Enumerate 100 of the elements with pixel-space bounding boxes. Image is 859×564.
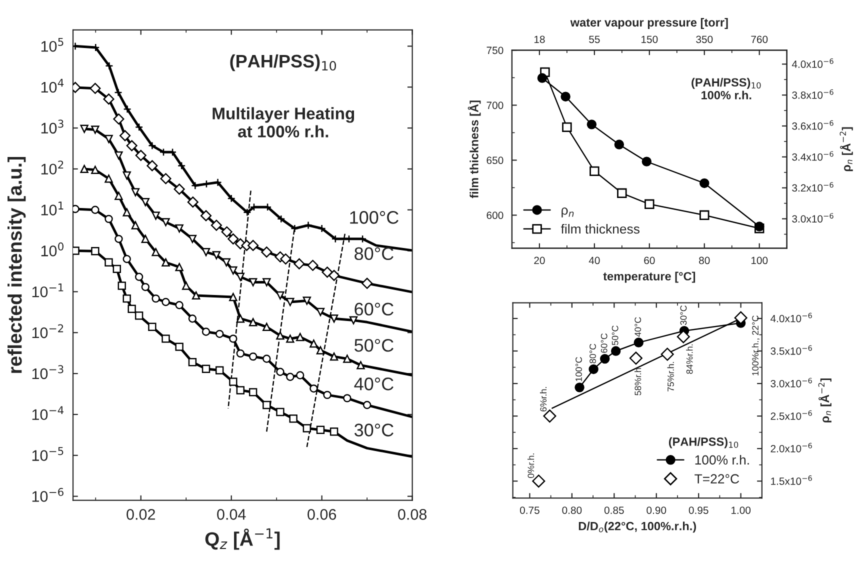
point <box>80 124 88 133</box>
annotation: 84%r.h. <box>686 344 693 374</box>
y2-tick-label: 3.0x10$^{−6}$ <box>792 213 834 223</box>
point <box>202 328 210 336</box>
point <box>104 134 113 144</box>
point <box>328 270 340 281</box>
annotation: 30°C <box>680 305 687 325</box>
x-tick-label: 40 <box>588 256 600 264</box>
text: 350 <box>696 36 713 44</box>
point <box>614 140 624 150</box>
point <box>200 210 212 222</box>
point <box>114 88 122 97</box>
y-tick-label: 3.0x10$^{−6}$ <box>770 378 812 388</box>
point <box>243 208 252 216</box>
point <box>349 316 358 324</box>
point <box>644 199 654 210</box>
point <box>236 386 245 394</box>
y-axis-title: reflected intensity [a.u.] <box>8 157 26 373</box>
point <box>229 334 238 343</box>
point <box>248 240 259 251</box>
point <box>212 251 221 260</box>
point <box>202 364 210 373</box>
y-tick-label: 10$^{0}$ <box>41 242 64 256</box>
point <box>262 322 271 331</box>
annotation: 50°C <box>354 338 394 352</box>
point <box>162 334 170 343</box>
point <box>660 348 674 361</box>
x-tick-label: 0.75 <box>520 506 540 514</box>
point <box>148 322 156 331</box>
point <box>356 361 365 370</box>
x-tick-label: 1.00 <box>731 506 751 514</box>
y-tick-label: 1.5x10$^{−6}$ <box>771 475 812 485</box>
legend-title: (PAH/PSS)$_{10}$ <box>668 437 738 448</box>
point <box>261 246 272 258</box>
y-tick-label: 600 <box>486 212 504 220</box>
legend-label: film thickness <box>560 224 640 234</box>
point <box>343 354 352 363</box>
y2-tick-label: 3.8x10$^{−6}$ <box>792 89 834 99</box>
point <box>122 294 131 303</box>
text: 760 <box>751 36 768 44</box>
point <box>104 174 113 183</box>
y-tick-label: 10$^{−4}$ <box>32 406 64 420</box>
point <box>276 291 284 300</box>
point <box>188 314 197 323</box>
annotation: 40°C <box>634 317 642 337</box>
x-axis-title: D/D$_{o}$(22°C, 100%.r.h.) <box>578 522 696 533</box>
point <box>294 258 305 270</box>
point <box>296 371 304 380</box>
point <box>152 248 160 256</box>
point <box>302 424 312 432</box>
point <box>134 123 144 132</box>
y-tick-label: 10$^{3}$ <box>41 120 64 134</box>
point <box>316 426 325 434</box>
x-tick-label: 0.04 <box>217 509 246 520</box>
point <box>290 224 299 233</box>
point <box>316 346 325 354</box>
y-tick-label: 10$^{5}$ <box>41 38 64 52</box>
y-tick-label: 10$^{1}$ <box>41 202 64 216</box>
point <box>162 258 170 266</box>
point <box>700 210 710 220</box>
y-tick-label: 10$^{2}$ <box>41 160 64 175</box>
annotation: 40°C <box>354 378 394 390</box>
x-tick-label: 0.06 <box>308 509 336 520</box>
point <box>316 308 325 316</box>
point <box>210 220 222 231</box>
x-tick-label: 0.95 <box>688 506 708 514</box>
point <box>330 428 338 436</box>
annotation: 6%r.h. <box>540 387 547 412</box>
point <box>126 140 138 152</box>
x-tick-label: 60 <box>644 256 655 264</box>
point <box>134 312 144 320</box>
y-tick-label: 4.0x10$^{−6}$ <box>770 312 812 322</box>
y-tick-label: 10$^{4}$ <box>41 78 64 93</box>
annotation: 100°C <box>350 211 398 224</box>
legend-label: 100% r.h. <box>695 454 749 465</box>
point <box>131 221 140 230</box>
text: 55 <box>589 36 600 44</box>
point <box>135 150 146 161</box>
text: 150 <box>642 36 658 44</box>
point <box>610 346 621 356</box>
point <box>310 384 318 393</box>
point <box>574 382 584 392</box>
point <box>114 192 123 200</box>
x-axis-title: Q$_{z}$ [Å$^{−1}$] <box>205 528 280 550</box>
point <box>629 352 642 365</box>
x-tick-label: 0.80 <box>562 506 582 514</box>
point <box>323 390 332 400</box>
point <box>229 266 238 275</box>
annotation: 60°C <box>600 333 608 353</box>
point <box>114 234 123 244</box>
y-tick-label: 10$^{−5}$ <box>32 447 64 461</box>
annotation: 80°C <box>354 247 394 260</box>
annotation: 100°C <box>576 357 582 382</box>
point <box>537 73 548 83</box>
annotation: 60°C <box>354 302 394 316</box>
point <box>734 311 748 324</box>
point <box>330 352 338 361</box>
point <box>280 253 292 265</box>
y-tick-label: 2.5x10$^{−6}$ <box>770 410 812 420</box>
point <box>103 94 114 105</box>
